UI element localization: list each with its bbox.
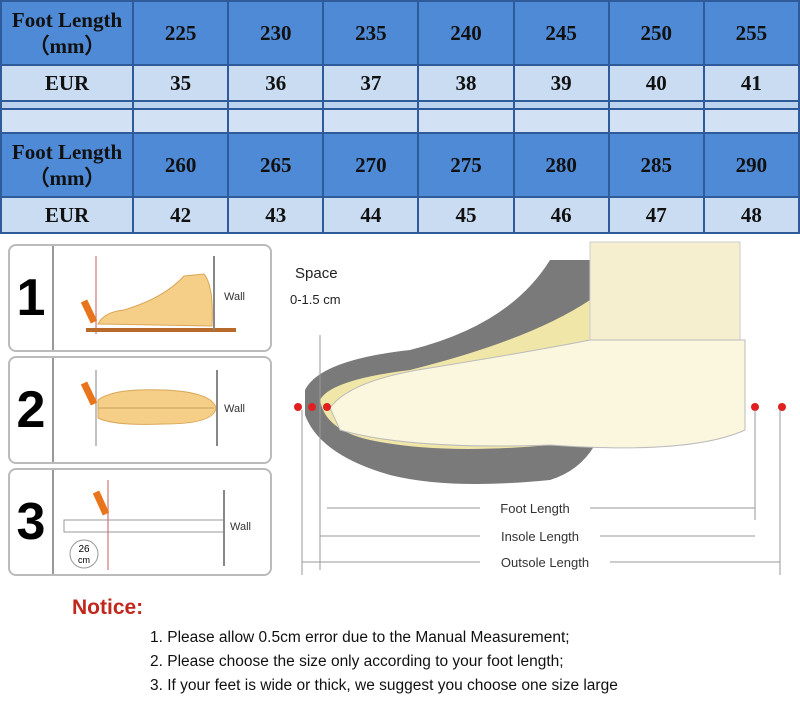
- eur-header: EUR: [0, 196, 134, 234]
- wall-label: Wall: [230, 521, 251, 533]
- step-number: 3: [10, 470, 54, 574]
- cell: 38: [417, 64, 515, 102]
- cell: 37: [322, 64, 420, 102]
- ruler-reading: 26: [78, 544, 90, 555]
- shoe-diagram: Foot Length Insole Length Outsole Length…: [290, 241, 786, 575]
- foot-length-header: Foot Length （mm）: [0, 0, 134, 66]
- cell: 285: [607, 132, 705, 198]
- cell: 42: [131, 196, 230, 234]
- size-table: Foot Length （mm） 225 230 235 240 245 250 …: [0, 0, 800, 234]
- outsole-length-label: Outsole Length: [501, 555, 589, 570]
- cell: 280: [512, 132, 610, 198]
- step-number: 1: [10, 246, 54, 350]
- insole-length-label: Insole Length: [501, 529, 579, 544]
- cell: 260: [131, 132, 230, 198]
- notice-line: 3. If your feet is wide or thick, we sug…: [150, 677, 618, 694]
- cell: 240: [417, 0, 515, 66]
- cell: 48: [702, 196, 800, 234]
- step-2: 2 Wall: [8, 356, 272, 464]
- ruler-illustration: 26 cm Wall: [63, 480, 251, 570]
- cell: 290: [702, 132, 800, 198]
- notice-title: Notice:: [72, 596, 144, 619]
- foot-top-illustration: Wall: [80, 370, 245, 446]
- cell: 270: [322, 132, 420, 198]
- cell: 35: [131, 64, 230, 102]
- cell: 245: [512, 0, 610, 66]
- eur-header: EUR: [0, 64, 134, 102]
- step-number: 2: [10, 358, 54, 462]
- cell: 47: [607, 196, 705, 234]
- foot-side-illustration: Wall: [80, 256, 245, 334]
- cell: 39: [512, 64, 610, 102]
- cell: 275: [417, 132, 515, 198]
- space-value: 0-1.5 cm: [290, 292, 341, 307]
- foot-length-row: Foot Length （mm） 225 230 235 240 245 250 …: [0, 0, 800, 66]
- notice: Notice: 1. Please allow 0.5cm error due …: [72, 596, 618, 698]
- wall-label: Wall: [224, 291, 245, 303]
- notice-line: 2. Please choose the size only according…: [150, 653, 564, 670]
- cell: 40: [607, 64, 705, 102]
- foot-length-row: Foot Length （mm） 260 265 270 275 280 285 …: [0, 132, 800, 198]
- wall-label: Wall: [224, 403, 245, 415]
- cell: 250: [607, 0, 705, 66]
- foot-length-label: Foot Length: [500, 501, 569, 516]
- cell: 46: [512, 196, 610, 234]
- cell: 43: [227, 196, 325, 234]
- cell: 225: [131, 0, 230, 66]
- cell: 36: [227, 64, 325, 102]
- spacer-row: [0, 108, 800, 134]
- cell: 255: [702, 0, 800, 66]
- spacer-row: [0, 100, 800, 110]
- foot-length-header: Foot Length （mm）: [0, 132, 134, 198]
- notice-line: 1. Please allow 0.5cm error due to the M…: [150, 629, 570, 646]
- eur-row: EUR 42 43 44 45 46 47 48: [0, 196, 800, 234]
- cell: 265: [227, 132, 325, 198]
- cell: 41: [702, 64, 800, 102]
- space-label: Space: [295, 265, 338, 282]
- cell: 230: [227, 0, 325, 66]
- eur-row: EUR 35 36 37 38 39 40 41: [0, 64, 800, 102]
- cell: 235: [322, 0, 420, 66]
- ruler-unit: cm: [78, 555, 90, 565]
- cell: 44: [322, 196, 420, 234]
- cell: 45: [417, 196, 515, 234]
- step-1: 1 Wall: [8, 244, 272, 352]
- step-3: 3 26 cm Wall: [8, 468, 272, 576]
